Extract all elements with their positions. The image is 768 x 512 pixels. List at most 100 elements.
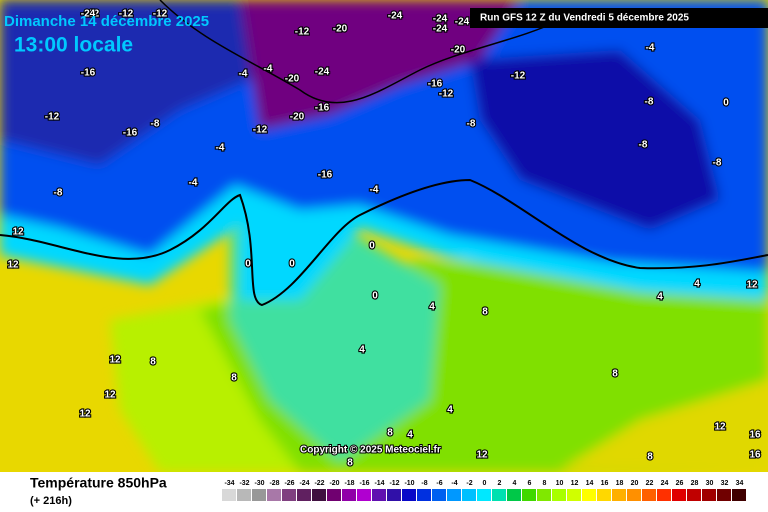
scale-label: -18 [344, 480, 354, 487]
scale-label: 14 [586, 480, 594, 487]
map-labels: -24 -24-24-24-20-12 -20-12 -12 -12-24-16-12-… [6, 8, 762, 470]
isotherm-label: -24 [433, 14, 448, 25]
isotherm-label: -8 [54, 188, 63, 199]
scale-label: 10 [556, 480, 564, 487]
scale-label: 20 [631, 480, 639, 487]
scale-label: -22 [314, 480, 324, 487]
isotherm-label: 4 [429, 302, 435, 313]
temperature-field [0, 0, 768, 472]
scale-label: 0 [483, 480, 487, 487]
isotherm-label: -12 [153, 9, 168, 20]
isotherm-label: -8 [151, 119, 160, 130]
scale-swatch [372, 489, 386, 501]
isotherm-label: -12 [439, 89, 454, 100]
scale-swatch [312, 489, 326, 501]
scale-label: 32 [721, 480, 729, 487]
scale-label: -30 [254, 480, 264, 487]
scale-swatch [597, 489, 611, 501]
scale-label: -8 [421, 480, 427, 487]
lead-time: (+ 216h) [30, 495, 72, 507]
isotherm-label: -20 [333, 24, 348, 35]
scale-swatch [297, 489, 311, 501]
isotherm-label: -4 [189, 178, 198, 189]
scale-label: -4 [451, 480, 457, 487]
isotherm-label: -16 [315, 103, 330, 114]
scale-swatch [552, 489, 566, 501]
isotherm-label: -24 [455, 17, 470, 28]
scale-label: -16 [359, 480, 369, 487]
isotherm-label: -16 [318, 170, 333, 181]
scale-label: 26 [676, 480, 684, 487]
isotherm-label: 4 [694, 279, 700, 290]
scale-swatch [492, 489, 506, 501]
scale-label: -32 [239, 480, 249, 487]
scale-swatch [642, 489, 656, 501]
scale-label: -28 [269, 480, 279, 487]
scale-label: -2 [466, 480, 472, 487]
isotherm-label: -20 [290, 112, 305, 123]
isotherm-label: -12 [511, 71, 526, 82]
scale-label: 34 [736, 480, 744, 487]
isotherm-label: -8 [639, 140, 648, 151]
scale-label: 24 [661, 480, 669, 487]
scale-swatch [267, 489, 281, 501]
scale-swatch [732, 489, 746, 501]
scale-label: 16 [601, 480, 609, 487]
isotherm-label: 8 [647, 452, 653, 463]
scale-swatch [252, 489, 266, 501]
scale-swatch [537, 489, 551, 501]
isotherm-label: 12 [104, 390, 116, 401]
zero-isotherm [0, 178, 768, 307]
isotherm-label: -16 [81, 68, 96, 79]
scale-swatch [582, 489, 596, 501]
isotherm-label: 8 [387, 428, 393, 439]
isotherm-label: -12 [253, 125, 268, 136]
scale-label: 6 [528, 480, 532, 487]
isotherm-label: -4 [370, 185, 379, 196]
scale-label: -26 [284, 480, 294, 487]
scale-swatch [567, 489, 581, 501]
isotherm-label: -4 [646, 43, 655, 54]
isotherm-label: -8 [713, 158, 722, 169]
isotherm-label: 12 [714, 422, 726, 433]
scale-swatch [612, 489, 626, 501]
scale-swatch [627, 489, 641, 501]
scale-label: -12 [389, 480, 399, 487]
scale-swatch [507, 489, 521, 501]
scale-swatch [357, 489, 371, 501]
isotherm-label: 4 [657, 292, 663, 303]
scale-swatch [432, 489, 446, 501]
scale-swatch [717, 489, 731, 501]
copyright: Copyright © 2025 Meteociel.fr [300, 445, 441, 456]
scale-swatch [687, 489, 701, 501]
isotherm-label: -8 [467, 119, 476, 130]
isotherm-label: -20 [451, 45, 466, 56]
isotherm-label: 8 [231, 373, 237, 384]
isotherm-label: 0 [245, 259, 251, 270]
scale-label: 18 [616, 480, 624, 487]
scale-swatch [342, 489, 356, 501]
scale-swatch [657, 489, 671, 501]
scale-label: 12 [571, 480, 579, 487]
isotherm-label: -12 [85, 9, 100, 20]
scale-label: 22 [646, 480, 654, 487]
isotherm-label: -24 [433, 24, 448, 35]
scale-swatch [282, 489, 296, 501]
field-title: Température 850hPa [30, 475, 167, 491]
scale-label: -14 [374, 480, 384, 487]
scale-label: 28 [691, 480, 699, 487]
scale-swatch [522, 489, 536, 501]
isotherm-label: 12 [476, 450, 488, 461]
isotherm-label: -16 [428, 79, 443, 90]
scale-swatch [417, 489, 431, 501]
isotherm-label: 12 [746, 280, 758, 291]
scale-swatch [222, 489, 236, 501]
isotherm-label: 4 [407, 430, 413, 441]
isotherm-label: -12 [119, 9, 134, 20]
scale-swatch [447, 489, 461, 501]
scale-label: -24 [299, 480, 309, 487]
scale-label: -20 [329, 480, 339, 487]
isotherm-label: -4 [264, 64, 273, 75]
isotherm-label: -16 [123, 128, 138, 139]
